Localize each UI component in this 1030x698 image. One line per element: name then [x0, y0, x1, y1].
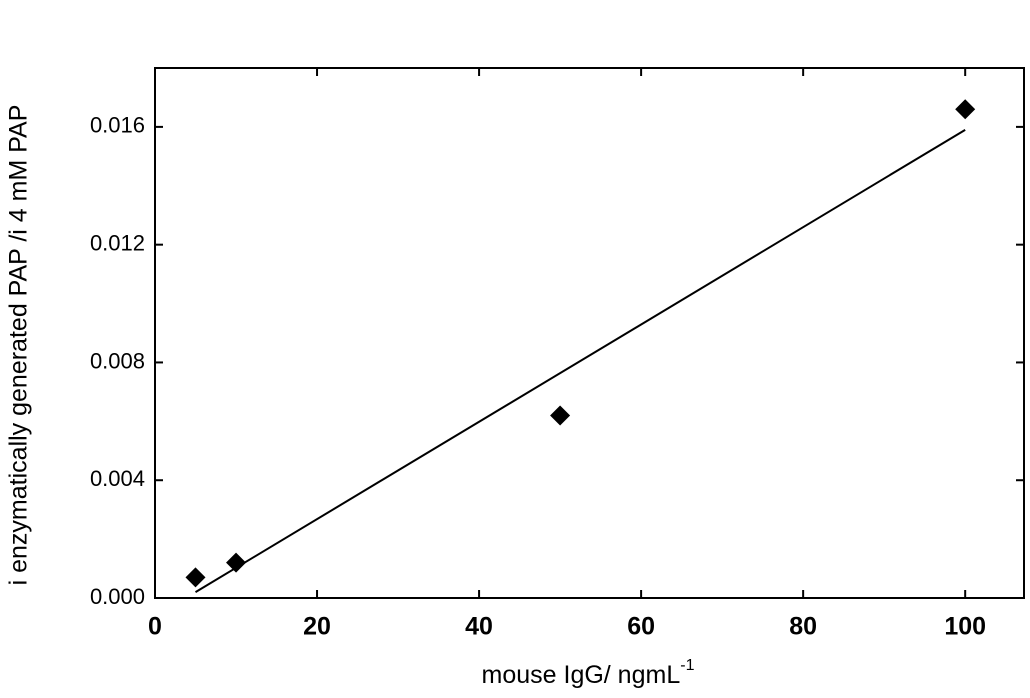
y-tick-label: 0.008	[90, 348, 145, 373]
data-point	[955, 99, 976, 120]
y-axis-label: i enzymatically generated PAP /i 4 mM PA…	[5, 105, 33, 586]
x-tick-label: 100	[944, 613, 986, 641]
x-axis-label: mouse IgG/ ngmL-1	[482, 657, 695, 688]
y-tick-label: 0.004	[90, 466, 145, 491]
x-tick-label: 40	[465, 613, 493, 641]
y-tick-label: 0.000	[90, 584, 145, 609]
plot-frame	[154, 67, 1025, 599]
x-tick-label: 80	[789, 613, 817, 641]
y-tick-label: 0.012	[90, 230, 145, 255]
x-tick-label: 20	[303, 613, 331, 641]
data-point	[185, 567, 206, 588]
data-point	[226, 552, 247, 573]
y-tick-label: 0.016	[90, 113, 145, 138]
data-point	[550, 405, 571, 426]
fit-line	[194, 128, 966, 593]
x-tick-label: 60	[627, 613, 655, 641]
x-axis-label-sup: -1	[680, 657, 694, 674]
x-tick-label: 0	[148, 613, 162, 641]
x-axis-label-text: mouse IgG/ ngmL	[482, 661, 681, 689]
